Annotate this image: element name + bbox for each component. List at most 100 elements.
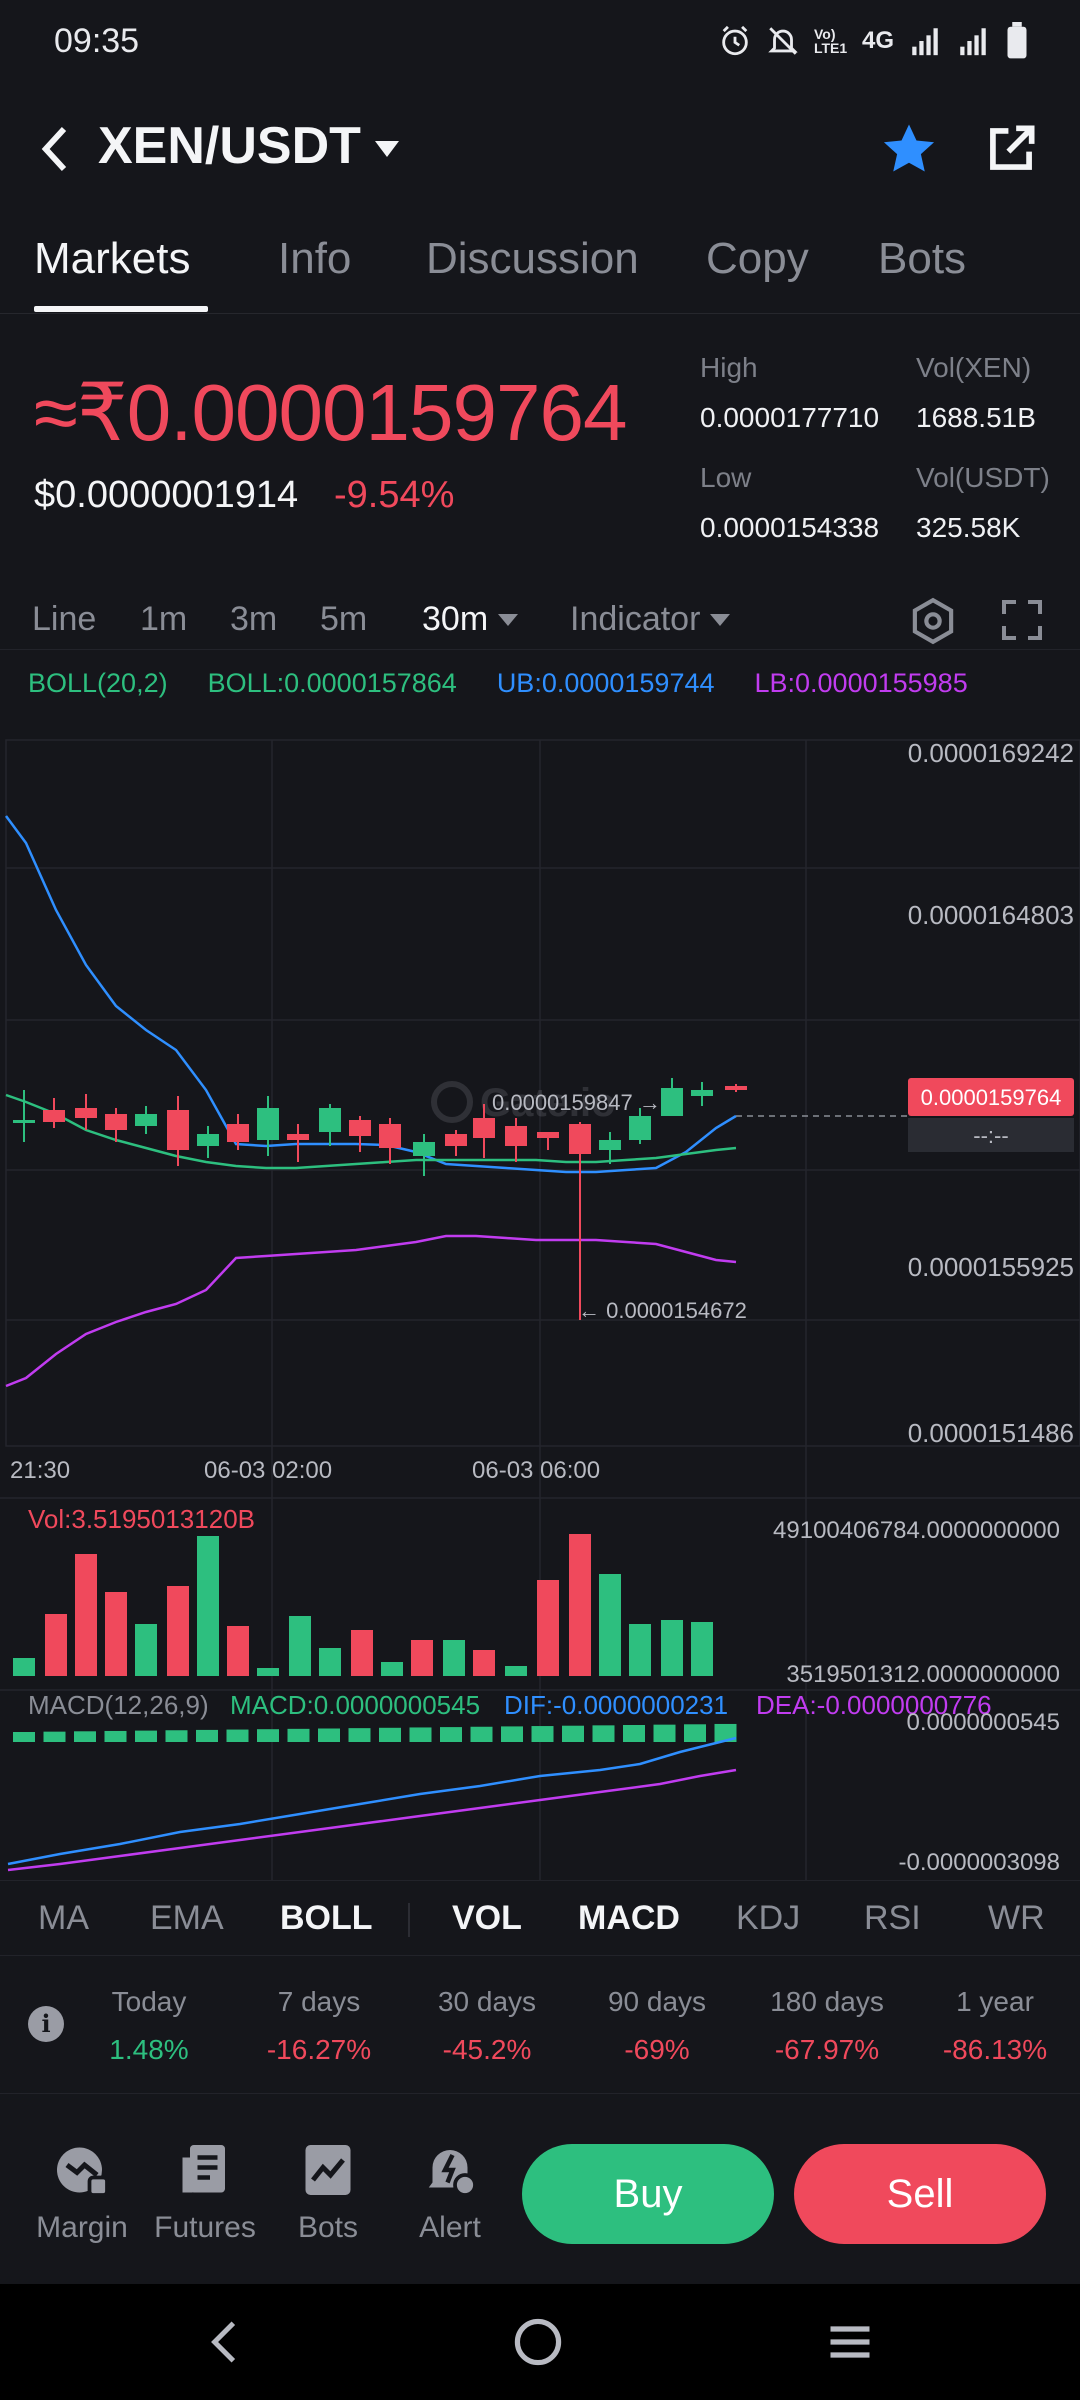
- back-button[interactable]: [24, 114, 84, 184]
- nav-futures[interactable]: Futures: [145, 2140, 265, 2245]
- macd-bar: [592, 1725, 615, 1742]
- vol-bottom-tick: 3519501312.0000000000: [786, 1661, 1060, 1688]
- volte-indicator: Vo) LTE1: [813, 26, 848, 56]
- candle-body: [537, 1132, 559, 1138]
- candle-body: [319, 1108, 341, 1132]
- indicator-vol[interactable]: VOL: [452, 1899, 522, 1937]
- perf-1y: 1 year -86.13%: [920, 1986, 1070, 2066]
- buy-button[interactable]: Buy: [522, 2144, 774, 2244]
- watermark: Gate.io: [431, 1081, 616, 1125]
- tab-discussion[interactable]: Discussion: [426, 234, 639, 283]
- indicator-rsi[interactable]: RSI: [864, 1899, 921, 1937]
- chart-canvas: Gate.io 0.0000159847 → ← 0.0000154672 0.…: [0, 738, 1080, 1880]
- share-button[interactable]: [980, 118, 1042, 180]
- nav-bots[interactable]: Bots: [268, 2140, 388, 2245]
- high-value: 0.0000177710: [700, 402, 880, 433]
- price-change: -9.54%: [334, 474, 455, 516]
- volume-bar: [569, 1534, 591, 1676]
- perf-90d: 90 days -69%: [582, 1986, 732, 2066]
- x-tick: 06-03 02:00: [204, 1457, 332, 1484]
- indicator-divider: [408, 1903, 410, 1937]
- favorite-button[interactable]: [878, 118, 940, 180]
- pair-title: XEN/USDT: [98, 117, 361, 175]
- system-home-icon[interactable]: [512, 2316, 564, 2368]
- candle-body: [75, 1108, 97, 1118]
- tab-info[interactable]: Info: [278, 234, 352, 283]
- boll-name: BOLL(20,2): [28, 668, 168, 698]
- nav-alert-label: Alert: [419, 2211, 481, 2244]
- star-icon: [883, 124, 935, 172]
- nav-bots-label: Bots: [297, 2211, 359, 2244]
- high-marker: 0.0000159847 →: [492, 1090, 661, 1115]
- indicator-macd[interactable]: MACD: [578, 1899, 680, 1937]
- main-tabs: Markets Info Discussion Copy Bots: [0, 228, 1080, 314]
- system-back-icon[interactable]: [200, 2316, 250, 2368]
- alarm-icon: [722, 25, 748, 56]
- interval-5m[interactable]: 5m: [320, 600, 368, 638]
- dea-line: [7, 1768, 737, 1872]
- indicator-ema[interactable]: EMA: [150, 1899, 224, 1937]
- tab-bots[interactable]: Bots: [878, 234, 967, 283]
- volume-bar: [505, 1666, 527, 1676]
- bots-icon: [305, 2145, 351, 2195]
- interval-1m[interactable]: 1m: [140, 600, 188, 638]
- volume-bar: [381, 1662, 403, 1676]
- volume-bar: [227, 1626, 249, 1676]
- indicator-boll[interactable]: BOLL: [280, 1899, 373, 1937]
- perf-label: 1 year: [956, 1986, 1034, 2017]
- x-tick: 21:30: [10, 1457, 70, 1484]
- macd-histogram: [13, 1723, 737, 1742]
- boll-upper-line: [4, 815, 737, 1174]
- candle-body: [287, 1134, 309, 1140]
- nav-margin[interactable]: Margin: [22, 2140, 142, 2245]
- system-navigation-bar: [0, 2284, 1080, 2400]
- macd-bar: [226, 1729, 249, 1742]
- indicator-wr[interactable]: WR: [988, 1899, 1045, 1937]
- indicator-label: Indicator: [570, 600, 701, 638]
- pair-selector[interactable]: XEN/USDT: [98, 116, 399, 176]
- candle-body: [725, 1086, 747, 1090]
- fullscreen-icon[interactable]: [998, 596, 1046, 644]
- interval-30m-label: 30m: [422, 600, 489, 638]
- macd-bar: [165, 1730, 188, 1742]
- macd-bar: [379, 1727, 401, 1742]
- nav-alert[interactable]: Alert: [390, 2140, 510, 2245]
- vol-top-tick: 49100406784.0000000000: [773, 1517, 1060, 1544]
- perf-value: -45.2%: [442, 2034, 532, 2065]
- volume-bar: [75, 1554, 97, 1676]
- info-icon[interactable]: i: [28, 2006, 64, 2042]
- candle-body: [43, 1110, 65, 1122]
- volume-bar: [289, 1616, 311, 1676]
- interval-30m[interactable]: 30m: [422, 600, 519, 639]
- price-chart[interactable]: Gate.io 0.0000159847 → ← 0.0000154672 0.…: [0, 730, 1080, 1880]
- interval-3m[interactable]: 3m: [230, 600, 278, 638]
- signal-icon-2: [960, 28, 986, 56]
- candle-body: [167, 1110, 189, 1150]
- macd-bar: [318, 1728, 340, 1742]
- high-label: High: [700, 352, 758, 383]
- candle-body: [691, 1090, 713, 1096]
- perf-value: -69%: [624, 2034, 690, 2065]
- candle-body: [569, 1124, 591, 1154]
- macd-bar: [562, 1725, 584, 1742]
- indicator-ma[interactable]: MA: [38, 1899, 89, 1937]
- sell-button[interactable]: Sell: [794, 2144, 1046, 2244]
- tab-markets[interactable]: Markets: [34, 234, 191, 283]
- volume-bars: [13, 1534, 713, 1676]
- tab-copy[interactable]: Copy: [706, 234, 809, 283]
- chart-settings-icon[interactable]: [908, 596, 958, 646]
- macd-bar: [196, 1729, 218, 1742]
- status-time: 09:35: [54, 22, 140, 60]
- perf-7d: 7 days -16.27%: [244, 1986, 394, 2066]
- macd-bottom-tick: -0.0000003098: [899, 1849, 1060, 1876]
- macd-bar: [531, 1726, 554, 1742]
- perf-180d: 180 days -67.97%: [752, 1986, 902, 2066]
- system-recents-icon[interactable]: [822, 2316, 878, 2368]
- interval-line[interactable]: Line: [32, 600, 97, 638]
- indicator-dropdown[interactable]: Indicator: [570, 600, 731, 639]
- indicator-kdj[interactable]: KDJ: [736, 1899, 801, 1937]
- y-tick: 0.0000164803: [908, 900, 1074, 930]
- vol-xen-value: 1688.51B: [916, 402, 1036, 433]
- y-tick: 0.0000151486: [908, 1418, 1074, 1448]
- perf-value: -16.27%: [266, 2034, 372, 2065]
